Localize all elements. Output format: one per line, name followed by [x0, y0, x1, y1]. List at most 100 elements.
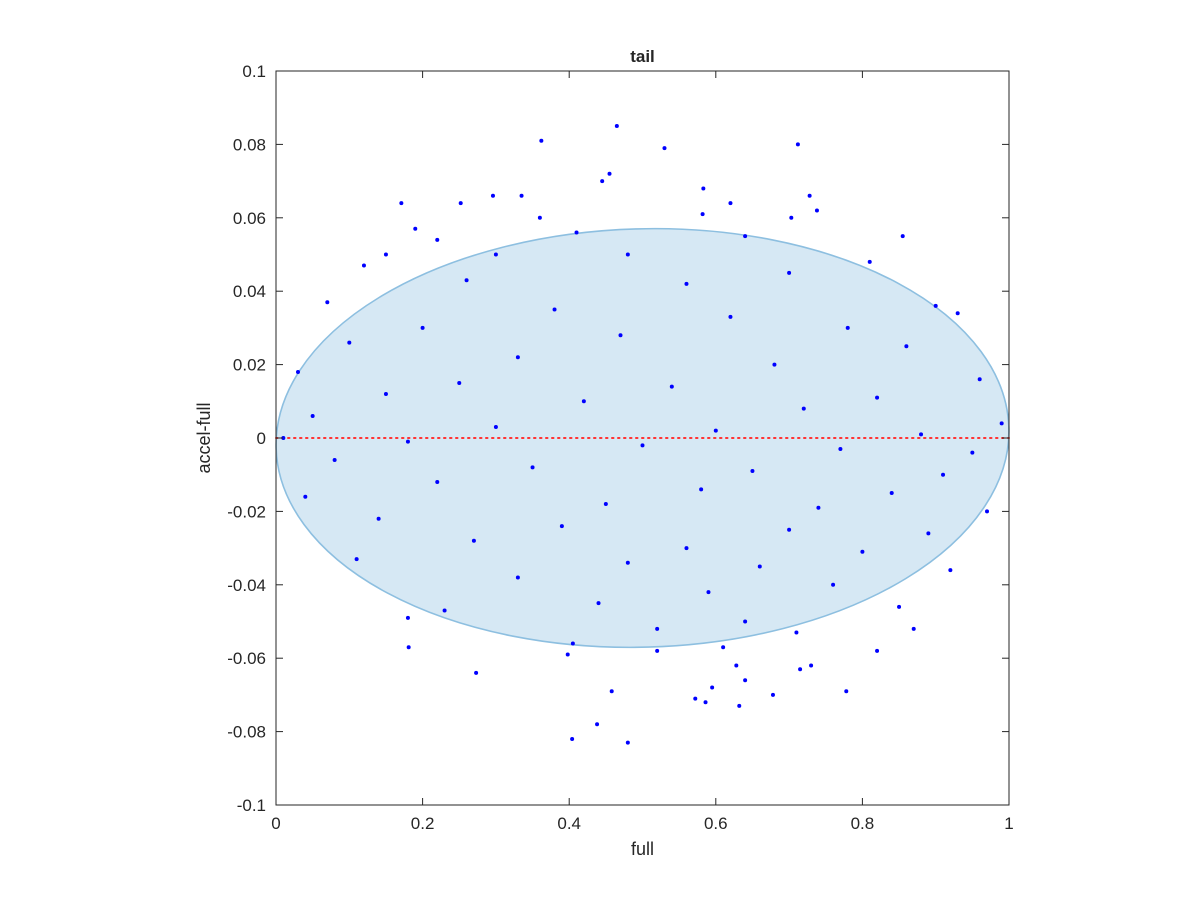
y-tick-label: 0.06	[233, 209, 266, 228]
data-point	[519, 193, 524, 198]
y-tick-label: 0	[257, 429, 266, 448]
y-tick-label: -0.1	[237, 796, 266, 815]
data-point	[383, 252, 388, 257]
data-point	[926, 531, 931, 536]
x-tick-label: 0.6	[704, 814, 728, 833]
data-point	[596, 601, 601, 606]
data-point	[795, 142, 800, 147]
data-point	[789, 215, 794, 220]
data-point	[413, 226, 418, 231]
x-tick-label: 0.8	[851, 814, 875, 833]
data-point	[700, 212, 705, 217]
data-point	[919, 432, 924, 437]
data-point	[787, 270, 792, 275]
data-point	[625, 252, 630, 257]
data-point	[999, 421, 1004, 426]
data-point	[595, 722, 600, 727]
data-point	[734, 663, 739, 668]
data-point	[985, 509, 990, 514]
data-point	[614, 124, 619, 129]
data-point	[442, 608, 447, 613]
data-point	[640, 443, 645, 448]
data-point	[941, 472, 946, 477]
data-point	[474, 670, 479, 675]
data-point	[669, 384, 674, 389]
x-tick-label: 0	[271, 814, 280, 833]
data-point	[743, 678, 748, 683]
data-point	[757, 564, 762, 569]
data-point	[948, 568, 953, 573]
data-point	[515, 355, 520, 360]
data-point	[490, 193, 495, 198]
data-point	[383, 391, 388, 396]
data-point	[310, 413, 315, 418]
data-point	[713, 428, 718, 433]
data-point	[867, 259, 872, 264]
data-point	[325, 300, 330, 305]
data-point	[574, 230, 579, 235]
data-point	[662, 146, 667, 151]
data-point	[435, 237, 440, 242]
data-point	[787, 527, 792, 532]
y-tick-label: 0.04	[233, 282, 266, 301]
data-point	[684, 281, 689, 286]
data-point	[458, 201, 463, 206]
data-point	[933, 303, 938, 308]
data-point	[570, 736, 575, 741]
data-point	[889, 491, 894, 496]
data-point	[530, 465, 535, 470]
chart-title: tail	[630, 47, 655, 66]
data-point	[750, 469, 755, 474]
data-point	[897, 604, 902, 609]
data-point	[970, 450, 975, 455]
data-point	[607, 171, 612, 176]
data-point	[737, 703, 742, 708]
data-point	[875, 395, 880, 400]
data-point	[347, 340, 352, 345]
points-layer	[281, 124, 1004, 745]
data-point	[684, 546, 689, 551]
y-tick-label: -0.06	[227, 649, 266, 668]
data-point	[420, 325, 425, 330]
data-point	[493, 424, 498, 429]
y-tick-label: -0.02	[227, 502, 266, 521]
data-point	[457, 380, 462, 385]
y-axis-ticks: -0.1 -0.08 -0.06 -0.04 -0.02 0 0.02 0.04 0.06 0.0…	[227, 62, 1009, 815]
data-point	[844, 689, 849, 694]
data-point	[405, 615, 410, 620]
data-point	[464, 278, 469, 283]
data-point	[721, 645, 726, 650]
data-point	[565, 652, 570, 657]
data-point	[743, 234, 748, 239]
data-point	[303, 494, 308, 499]
data-point	[807, 193, 812, 198]
data-point	[609, 689, 614, 694]
data-point	[728, 201, 733, 206]
data-point	[772, 362, 777, 367]
data-point	[706, 590, 711, 595]
data-point	[618, 333, 623, 338]
data-point	[728, 314, 733, 319]
data-point	[570, 641, 575, 646]
data-point	[361, 263, 366, 268]
data-point	[701, 186, 706, 191]
data-point	[603, 502, 608, 507]
data-point	[559, 524, 564, 529]
data-point	[809, 663, 814, 668]
data-point	[281, 436, 286, 440]
y-axis-label: accel-full	[194, 402, 214, 473]
data-point	[900, 234, 905, 239]
data-point	[710, 685, 715, 690]
data-point	[845, 325, 850, 330]
y-tick-label: -0.04	[227, 576, 266, 595]
data-point	[405, 439, 410, 444]
x-tick-label: 0.4	[557, 814, 581, 833]
data-point	[814, 208, 819, 213]
data-point	[581, 399, 586, 404]
data-point	[515, 575, 520, 580]
data-point	[798, 667, 803, 672]
data-point	[625, 560, 630, 565]
x-tick-label: 1	[1004, 814, 1013, 833]
